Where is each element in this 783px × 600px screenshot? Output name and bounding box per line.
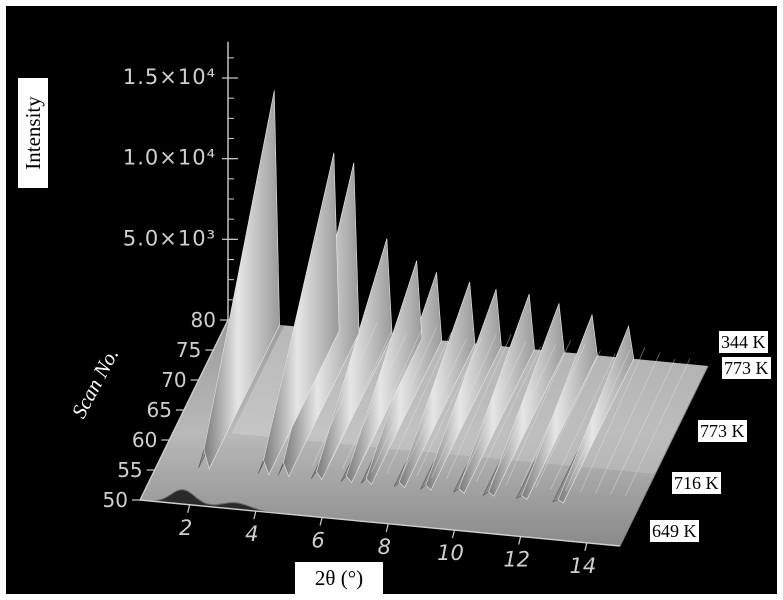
surface-striation <box>535 350 601 488</box>
surface-layer <box>139 90 708 546</box>
x-tick-label: 10 <box>437 541 464 565</box>
x-axis-tick <box>319 517 323 526</box>
peak-ridge <box>203 90 280 470</box>
peak-ridge <box>316 238 393 481</box>
temperature-label: 649 K <box>650 520 699 542</box>
surface-striation <box>386 332 452 474</box>
peak-ridge <box>345 260 423 484</box>
y-tick-label: 70 <box>161 368 186 392</box>
peak-ridge <box>458 293 535 494</box>
peak-ridge <box>557 324 635 504</box>
temperature-label: 344 K <box>719 331 768 353</box>
x-tick-label: 4 <box>245 522 258 546</box>
y-tick-label: 55 <box>117 458 142 482</box>
x-axis-line <box>139 499 621 547</box>
peak-ridge <box>398 281 476 489</box>
surface-striation <box>610 359 676 495</box>
y-tick-label: 50 <box>103 488 128 512</box>
temperature-label: 773 K <box>722 357 771 379</box>
y-tick-label: 75 <box>176 338 201 362</box>
temperature-label: 773 K <box>698 420 747 442</box>
z-axis-title: Intensity <box>18 78 48 188</box>
peak-ridge <box>263 152 340 476</box>
surface-striation <box>446 334 512 480</box>
surface-striation <box>520 343 586 487</box>
peak-ridge <box>521 314 598 500</box>
surface-striation <box>505 340 571 485</box>
surface-striation <box>312 322 378 467</box>
x-axis-tick <box>385 523 389 532</box>
x-tick-label: 8 <box>378 535 391 559</box>
x-axis-title: 2θ (°) <box>295 562 383 594</box>
x-axis-tick <box>451 529 456 539</box>
x-tick-label: 14 <box>570 554 597 578</box>
z-tick-label: 1.0×10⁴ <box>123 146 216 170</box>
y-tick-label: 80 <box>191 308 216 332</box>
y-tick-label: 65 <box>147 398 172 422</box>
temperature-label: 716 K <box>672 472 721 494</box>
surface-striation <box>431 334 497 478</box>
surface-striation <box>341 333 408 470</box>
right-edge-line <box>619 365 709 547</box>
z-tick-label: 1.5×10⁴ <box>123 65 216 89</box>
surface-striation <box>371 326 437 473</box>
surface-striation <box>356 329 422 471</box>
peak-ridge <box>425 289 502 491</box>
x-tick-label: 12 <box>503 547 530 571</box>
x-axis-tick <box>584 542 588 551</box>
surface-striation <box>416 339 482 477</box>
surface-striation <box>624 358 691 497</box>
surface-striation <box>401 338 467 475</box>
y-tick-label: 60 <box>132 428 157 452</box>
surface-striation <box>327 330 393 468</box>
surface-striation <box>475 346 542 483</box>
surface-striation <box>580 346 646 493</box>
surface-striation <box>565 349 631 491</box>
x-tick-label: 2 <box>179 516 192 540</box>
z-tick-label: 5.0×10³ <box>123 226 216 250</box>
surface-striation <box>595 352 661 494</box>
axes-layer: 5.0×10³ 1.0×10⁴ 1.5×10⁴ 50 55 60 65 70 75 80 2 4 6 8 1… <box>103 41 709 578</box>
surface-striation <box>550 353 616 490</box>
x-tick-label: 6 <box>311 528 324 552</box>
x-axis-tick <box>187 504 191 513</box>
x-axis-tick <box>518 536 522 545</box>
surface-striation <box>490 344 557 484</box>
surface-striation <box>461 341 527 481</box>
x-axis-tick <box>253 510 257 520</box>
